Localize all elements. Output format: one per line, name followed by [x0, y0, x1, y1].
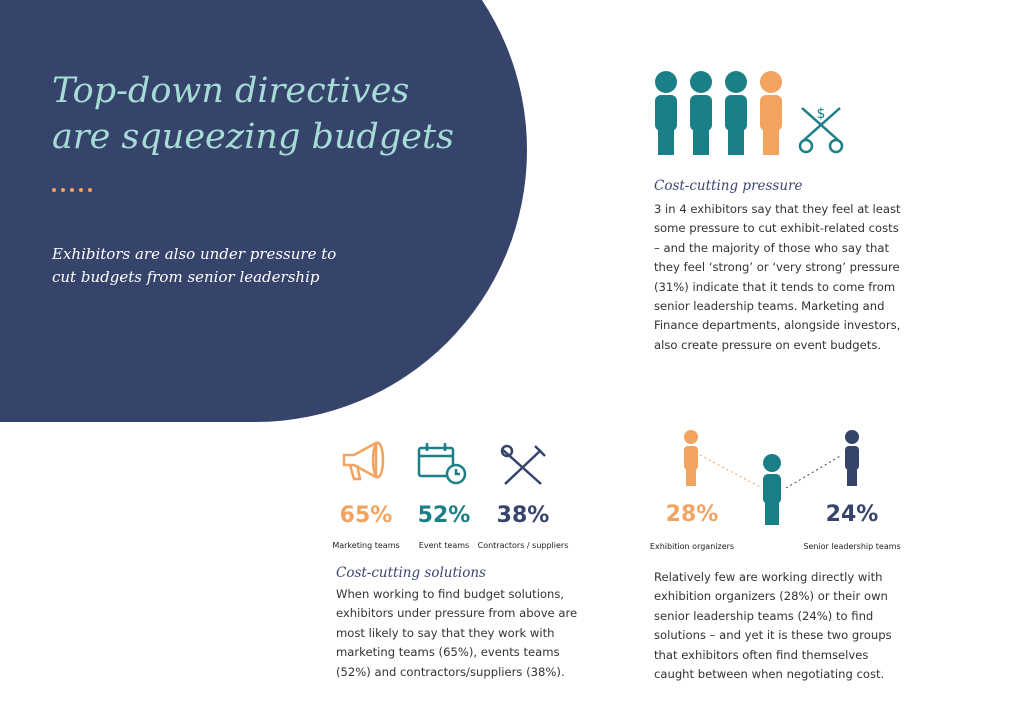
text-line: (52%) and contractors/suppliers (38%). [336, 664, 565, 679]
title-line: are squeezing budgets [52, 117, 454, 157]
text-line: Finance departments, alongside investors… [654, 318, 901, 333]
text-line: they feel ‘strong’ or ‘very strong’ pres… [654, 260, 900, 275]
stat-value: 52% [417, 503, 471, 528]
text-line: senior leadership teams (24%) to find [654, 608, 874, 623]
paragraph: Relatively few are working directly with… [654, 568, 892, 684]
stat-label: Marketing teams [332, 541, 400, 550]
text-line: – and the majority of those who say that [654, 240, 890, 255]
svg-text:$: $ [817, 106, 826, 122]
text-line: senior leadership teams. Marketing and [654, 299, 885, 314]
text-line: exhibitors under pressure from above are [336, 606, 578, 621]
text-line: (31%) indicate that it tends to come fro… [654, 279, 896, 294]
text-line: 3 in 4 exhibitors say that they feel at … [654, 202, 901, 216]
text-line: marketing teams (65%), events teams [336, 645, 560, 660]
subtitle-line: Exhibitors are also under pressure to [52, 245, 337, 263]
stat-value: 28% [665, 502, 719, 527]
stat-value: 38% [496, 503, 550, 528]
navy-panel [0, 0, 527, 422]
tools-icon [500, 444, 546, 485]
text-line: When working to find budget solutions, [336, 587, 565, 601]
title-line: Top-down directives [52, 71, 410, 111]
text-line: exhibition organizers (28%) or their own [654, 589, 888, 604]
people-icons [655, 71, 782, 155]
megaphone-icon [342, 440, 385, 481]
text-line: some pressure to cut exhibit-related cos… [654, 221, 899, 236]
text-line: Relatively few are working directly with [654, 570, 883, 584]
text-line: also create pressure on event budgets. [654, 337, 882, 352]
text-line: that exhibitors often find themselves [654, 647, 869, 662]
paragraph: 3 in 4 exhibitors say that they feel at … [654, 200, 901, 355]
stat-value: 24% [825, 502, 879, 527]
stat-label: Contractors / suppliers [477, 541, 569, 550]
paragraph: When working to find budget solutions, ex… [336, 585, 577, 682]
text-line: most likely to say that they work with [336, 625, 555, 640]
calendar-icon [417, 443, 467, 485]
heading: Cost-cutting solutions [336, 565, 486, 581]
scissors-icon: $ [798, 106, 844, 154]
stat-value: 65% [339, 503, 393, 528]
stat-label: Senior leadership teams [803, 542, 901, 551]
heading: Cost-cutting pressure [654, 178, 803, 194]
stat-label: Exhibition organizers [649, 542, 735, 551]
text-line: solutions – and yet it is these two grou… [654, 628, 892, 643]
connector-people [684, 430, 859, 525]
text-line: caught between when negotiating cost. [654, 667, 885, 682]
stat-label: Event teams [418, 541, 470, 550]
subtitle-line: cut budgets from senior leadership [52, 268, 320, 286]
dots [52, 188, 92, 192]
